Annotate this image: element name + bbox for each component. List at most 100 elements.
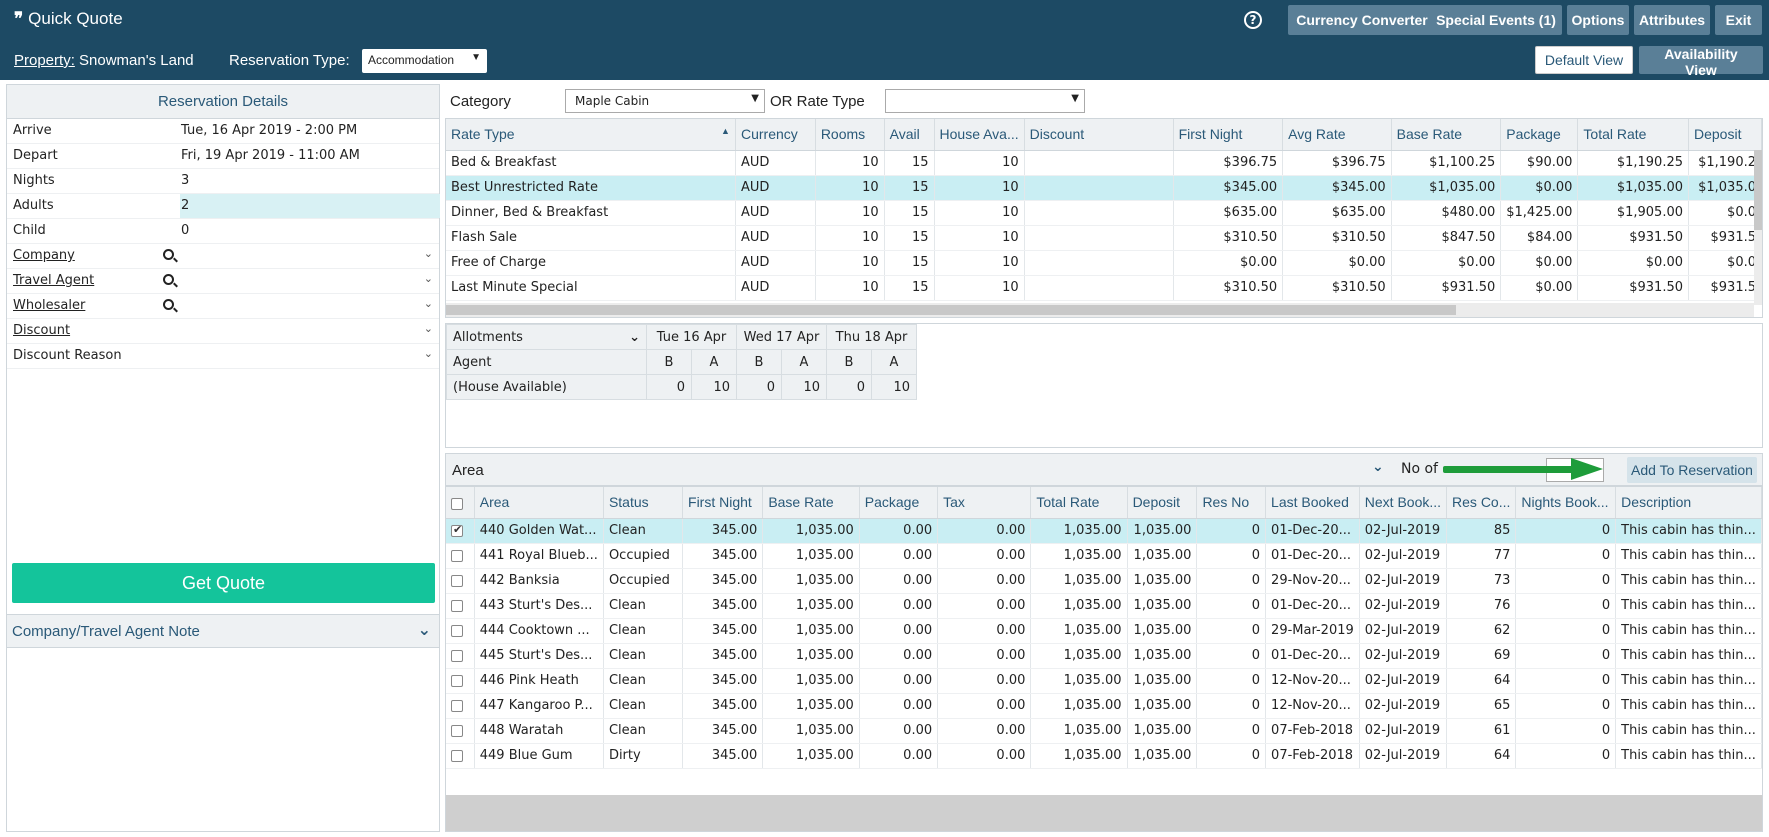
col-tax[interactable]: Tax (937, 487, 1032, 519)
row-checkbox[interactable] (451, 523, 463, 537)
row-select-cell[interactable] (446, 518, 475, 544)
select-all-checkbox[interactable] (451, 497, 463, 510)
travel-agent-link[interactable]: Travel Agent (13, 273, 95, 288)
row-checkbox[interactable] (451, 724, 463, 737)
allotments-select[interactable]: Allotments ⌄ (446, 324, 647, 350)
area-row[interactable]: 441 Royal Blueb... Occupied 345.00 1,035.00… (446, 543, 1762, 569)
row-checkbox[interactable] (451, 674, 463, 687)
col-nights-booked[interactable]: Nights Book... (1515, 487, 1617, 519)
rate-row[interactable]: Best Unrestricted Rate AUD 10 15 10 $345.00 $3… (446, 175, 1762, 201)
category-select[interactable]: Maple Cabin ▼ (565, 89, 765, 113)
area-row[interactable]: 446 Pink Heath Clean 345.00 1,035.00 0.00 0.0… (446, 668, 1762, 694)
col-area[interactable]: Area (474, 487, 604, 519)
row-select-cell[interactable] (446, 593, 475, 619)
discount-link[interactable]: Discount (13, 323, 71, 338)
search-icon[interactable] (163, 249, 174, 260)
scroll-thumb[interactable] (1754, 150, 1762, 230)
chevron-down-icon[interactable]: ⌄ (423, 297, 433, 310)
col-base-rate[interactable]: Base Rate (1391, 119, 1502, 151)
row-select-cell[interactable] (446, 718, 475, 744)
rate-row[interactable]: Last Minute Special AUD 10 15 10 $310.50 $310.… (446, 275, 1762, 301)
chevron-down-icon[interactable]: ⌄ (423, 322, 433, 335)
row-checkbox[interactable] (451, 649, 463, 662)
area-row[interactable]: 444 Cooktown ... Clean 345.00 1,035.00 0.00 0… (446, 618, 1762, 644)
chevron-down-icon[interactable]: ⌄ (1372, 459, 1384, 475)
currency-converter-button[interactable]: Currency Converter (1288, 5, 1436, 35)
col-status[interactable]: Status (603, 487, 684, 519)
area-row[interactable]: 440 Golden Wat...Clean345.001,035.000.00… (446, 518, 1762, 544)
select-all-cell[interactable] (446, 487, 475, 519)
col-total-rate[interactable]: Total Rate (1577, 119, 1689, 151)
row-select-cell[interactable] (446, 568, 475, 594)
col-first-night[interactable]: First Night (682, 487, 764, 519)
rate-type-select[interactable]: ▼ (885, 89, 1085, 113)
area-row[interactable]: 449 Blue Gum Dirty 345.00 1,035.00 0.00 0.00 1… (446, 743, 1762, 769)
area-row[interactable]: 442 Banksia Occupied 345.00 1,035.00 0.00 0.0… (446, 568, 1762, 594)
col-house-avail[interactable]: House Ava... (934, 119, 1025, 151)
search-icon[interactable] (163, 274, 174, 285)
company-link[interactable]: Company (13, 248, 75, 263)
col-avail[interactable]: Avail (884, 119, 935, 151)
child-value[interactable]: 0 (181, 223, 190, 238)
property-label[interactable]: Property: (14, 52, 75, 69)
scroll-thumb[interactable] (446, 305, 1456, 315)
row-checkbox[interactable] (451, 599, 463, 612)
reservation-type-select[interactable]: Accommodation ▼ (362, 49, 487, 73)
add-to-reservation-button[interactable]: Add To Reservation (1627, 457, 1757, 483)
col-deposit[interactable]: Deposit (1127, 487, 1198, 519)
row-checkbox[interactable] (451, 574, 463, 587)
wholesaler-link[interactable]: Wholesaler (13, 298, 86, 313)
rate-row[interactable]: Flash Sale AUD 10 15 10 $310.50 $310.50 $847.50… (446, 225, 1762, 251)
depart-value[interactable]: Fri, 19 Apr 2019 - 11:00 AM (181, 148, 360, 163)
availability-view-button[interactable]: Availability View (1639, 46, 1763, 78)
chevron-down-icon[interactable]: ⌄ (423, 347, 433, 360)
rates-horizontal-scrollbar[interactable] (446, 303, 1754, 317)
col-base-rate[interactable]: Base Rate (762, 487, 860, 519)
arrive-value[interactable]: Tue, 16 Apr 2019 - 2:00 PM (181, 123, 358, 138)
col-avg-rate[interactable]: Avg Rate (1282, 119, 1392, 151)
chevron-down-icon[interactable]: ⌄ (423, 272, 433, 285)
col-rooms[interactable]: Rooms (815, 119, 885, 151)
row-select-cell[interactable] (446, 643, 475, 669)
col-next-booked[interactable]: Next Book... (1359, 487, 1448, 519)
col-discount[interactable]: Discount (1024, 119, 1174, 151)
row-select-cell[interactable] (446, 668, 475, 694)
row-select-cell[interactable] (446, 543, 475, 569)
company-note-header[interactable]: Company/Travel Agent Note ⌄ (7, 614, 439, 648)
row-checkbox[interactable] (451, 624, 463, 637)
col-deposit[interactable]: Deposit (1688, 119, 1762, 151)
rate-row[interactable]: Bed & Breakfast AUD 10 15 10 $396.75 $396.75 $1… (446, 150, 1762, 176)
row-select-cell[interactable] (446, 743, 475, 769)
col-res-no[interactable]: Res No (1196, 487, 1267, 519)
col-package[interactable]: Package (859, 487, 939, 519)
attributes-button[interactable]: Attributes (1634, 5, 1710, 35)
rates-vertical-scrollbar[interactable] (1754, 150, 1762, 305)
col-last-booked[interactable]: Last Booked (1265, 487, 1360, 519)
row-select-cell[interactable] (446, 618, 475, 644)
chevron-down-icon[interactable]: ⌄ (423, 247, 433, 260)
col-res-count[interactable]: Res Co... (1446, 487, 1517, 519)
exit-button[interactable]: Exit (1715, 5, 1762, 35)
rate-row[interactable]: Dinner, Bed & Breakfast AUD 10 15 10 $635.00 $… (446, 200, 1762, 226)
row-checkbox[interactable] (451, 749, 463, 762)
chevron-down-icon[interactable]: ⌄ (417, 620, 431, 639)
search-icon[interactable] (163, 299, 174, 310)
col-package[interactable]: Package (1500, 119, 1579, 151)
adults-field[interactable] (180, 194, 440, 218)
col-first-night[interactable]: First Night (1173, 119, 1284, 151)
default-view-button[interactable]: Default View (1535, 46, 1633, 74)
row-select-cell[interactable] (446, 693, 475, 719)
area-row[interactable]: 448 Waratah Clean 345.00 1,035.00 0.00 0.00 1,… (446, 718, 1762, 744)
area-row[interactable]: 447 Kangaroo P... Clean 345.00 1,035.00 0.00… (446, 693, 1762, 719)
col-currency[interactable]: Currency (735, 119, 816, 151)
row-checkbox[interactable] (451, 699, 463, 712)
nights-value[interactable]: 3 (181, 173, 190, 188)
help-icon[interactable]: ? (1244, 11, 1262, 29)
col-total-rate[interactable]: Total Rate (1030, 487, 1128, 519)
special-events-button[interactable]: Special Events (1) (1430, 5, 1562, 35)
col-description[interactable]: Description (1615, 487, 1762, 519)
row-checkbox[interactable] (451, 549, 463, 562)
options-button[interactable]: Options (1567, 5, 1629, 35)
area-row[interactable]: 445 Sturt's Des... Clean 345.00 1,035.00 0.0… (446, 643, 1762, 669)
rate-row[interactable]: Free of Charge AUD 10 15 10 $0.00 $0.00 $0.00 $0… (446, 250, 1762, 276)
